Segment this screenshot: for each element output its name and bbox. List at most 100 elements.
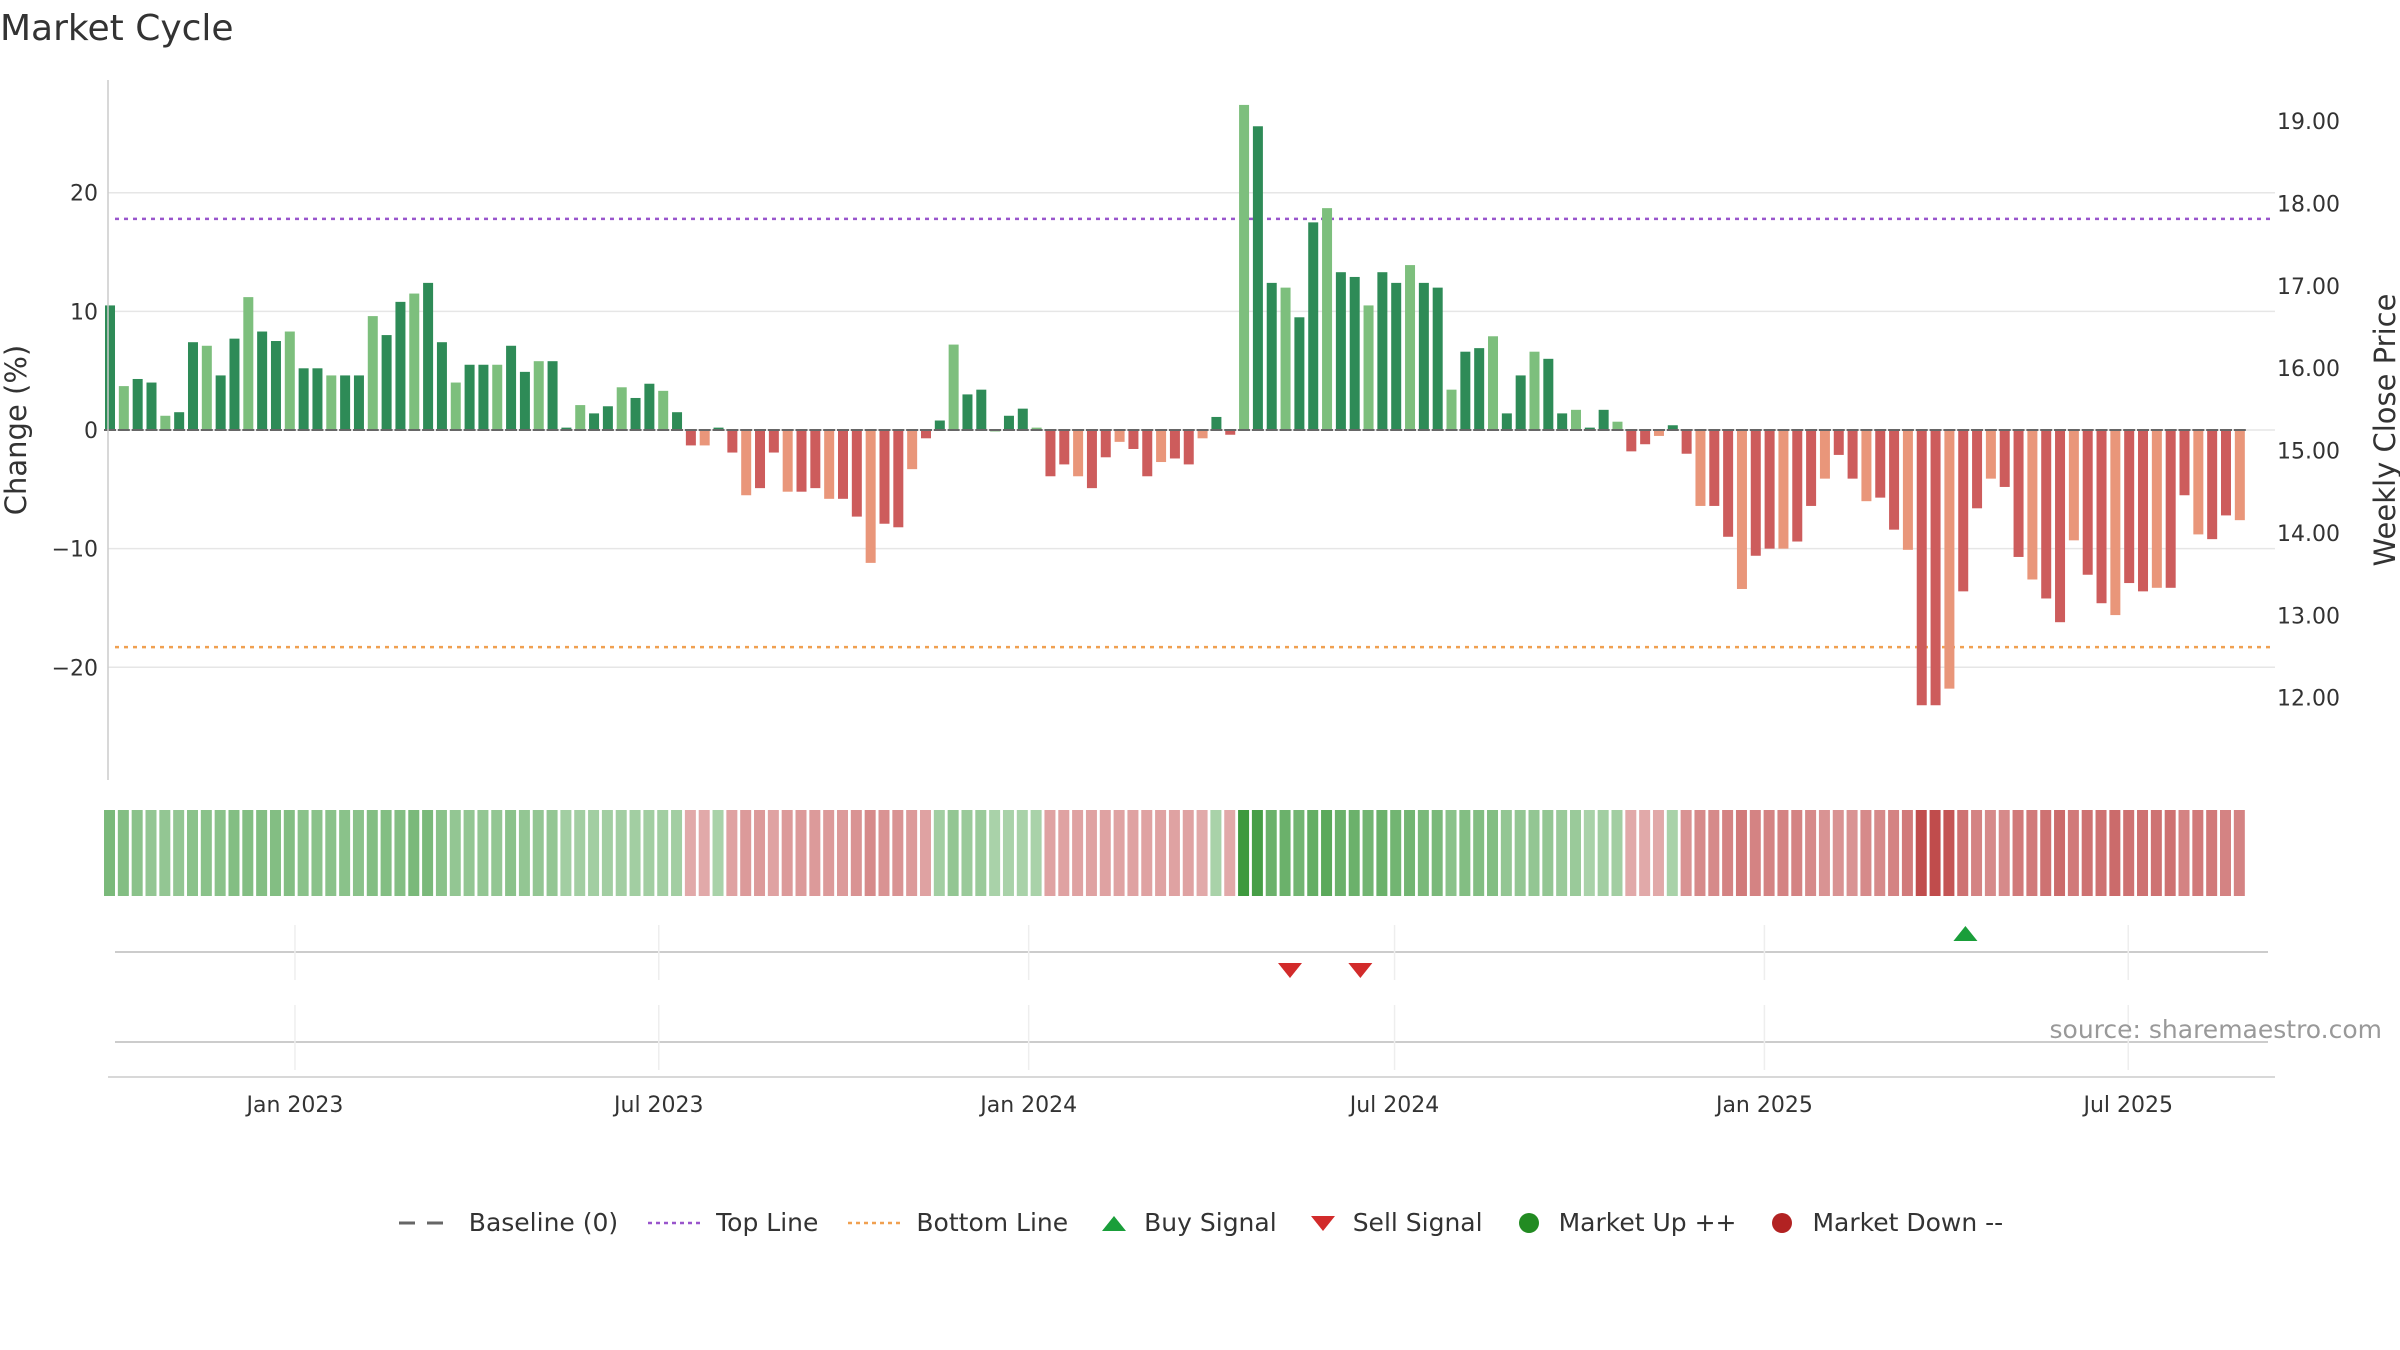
heat-cell bbox=[1611, 810, 1623, 896]
heat-cell bbox=[1583, 810, 1595, 896]
heat-cell bbox=[1127, 810, 1139, 896]
legend-label: Market Up ++ bbox=[1558, 1208, 1737, 1237]
heat-cell bbox=[1597, 810, 1609, 896]
legend-item-top[interactable]: Top Line bbox=[646, 1208, 818, 1237]
bar bbox=[257, 331, 268, 430]
bar bbox=[1100, 430, 1111, 458]
heat-cell bbox=[104, 810, 116, 896]
bar bbox=[1778, 430, 1789, 549]
heat-cell bbox=[781, 810, 793, 896]
heat-cell bbox=[117, 810, 129, 896]
bar bbox=[478, 364, 489, 430]
bar bbox=[1114, 430, 1125, 442]
heat-cell bbox=[809, 810, 821, 896]
bar bbox=[589, 413, 600, 430]
bar bbox=[533, 361, 544, 430]
bar bbox=[2041, 430, 2052, 599]
heat-cell bbox=[1072, 810, 1084, 896]
bar bbox=[644, 383, 655, 430]
x-tick-label: Jan 2024 bbox=[978, 1093, 1077, 1118]
bar bbox=[1280, 287, 1291, 430]
bar bbox=[1405, 265, 1416, 430]
dotted-line-icon bbox=[646, 1213, 716, 1233]
heat-cell bbox=[186, 810, 198, 896]
sell-signal-marker bbox=[1278, 963, 1302, 978]
heat-cell bbox=[449, 810, 461, 896]
x-tick-label: Jan 2023 bbox=[244, 1093, 343, 1118]
axes-layer: 20 10 0 −10 −20 19.00 18.00 17.00 16.00 15.00 14.0… bbox=[0, 80, 2400, 1118]
heat-cell bbox=[1404, 810, 1416, 896]
bar bbox=[1847, 430, 1858, 479]
bar bbox=[1432, 287, 1443, 430]
heat-cell bbox=[283, 810, 295, 896]
bar bbox=[1640, 430, 1651, 445]
bar bbox=[2068, 430, 2079, 541]
bar bbox=[948, 344, 959, 430]
bar bbox=[851, 430, 862, 517]
heat-cell bbox=[1224, 810, 1236, 896]
bar bbox=[934, 420, 945, 430]
heat-cell bbox=[491, 810, 503, 896]
heat-cell bbox=[629, 810, 641, 896]
heat-cell bbox=[1514, 810, 1526, 896]
bar bbox=[879, 430, 890, 524]
heat-cell bbox=[2137, 810, 2149, 896]
heat-cell bbox=[1099, 810, 1111, 896]
bar bbox=[1861, 430, 1872, 502]
bar bbox=[561, 427, 572, 430]
bar bbox=[1017, 408, 1028, 430]
heat-cell bbox=[352, 810, 364, 896]
heat-cell bbox=[1376, 810, 1388, 896]
bar bbox=[105, 305, 116, 430]
heat-cell bbox=[2109, 810, 2121, 896]
heat-cell bbox=[1362, 810, 1374, 896]
bar bbox=[1142, 430, 1153, 477]
bar bbox=[2207, 430, 2218, 540]
legend: Baseline (0) Top Line Bottom Line Buy Signa… bbox=[0, 1208, 2400, 1237]
heat-cell bbox=[214, 810, 226, 896]
heat-cell bbox=[1860, 810, 1872, 896]
bar bbox=[1335, 272, 1346, 430]
legend-item-mdown[interactable]: Market Down -- bbox=[1764, 1208, 2003, 1237]
heat-cell bbox=[1210, 810, 1222, 896]
bar bbox=[326, 375, 337, 430]
heat-cell bbox=[1279, 810, 1291, 896]
bar bbox=[1972, 430, 1983, 509]
bar bbox=[1916, 430, 1927, 706]
bar bbox=[436, 342, 447, 430]
heat-cell bbox=[1915, 810, 1927, 896]
bar bbox=[1543, 358, 1554, 430]
bar bbox=[1681, 430, 1692, 454]
legend-item-buy[interactable]: Buy Signal bbox=[1096, 1208, 1277, 1237]
bar bbox=[2179, 430, 2190, 496]
legend-item-baseline[interactable]: Baseline (0) bbox=[397, 1208, 618, 1237]
bar bbox=[132, 378, 143, 430]
heat-cell bbox=[1763, 810, 1775, 896]
heat-cell bbox=[269, 810, 281, 896]
bar bbox=[2165, 430, 2176, 588]
heat-cell bbox=[173, 810, 185, 896]
legend-item-sell[interactable]: Sell Signal bbox=[1305, 1208, 1483, 1237]
dotted-line-icon bbox=[846, 1213, 916, 1233]
bar bbox=[174, 412, 185, 430]
bar bbox=[2027, 430, 2038, 580]
bar bbox=[1391, 282, 1402, 430]
heat-cell bbox=[1473, 810, 1485, 896]
heat-cell bbox=[1639, 810, 1651, 896]
legend-item-mup[interactable]: Market Up ++ bbox=[1511, 1208, 1737, 1237]
heat-cell bbox=[477, 810, 489, 896]
heat-cell bbox=[366, 810, 378, 896]
heat-cell bbox=[961, 810, 973, 896]
bar bbox=[1626, 430, 1637, 452]
heat-cell bbox=[1487, 810, 1499, 896]
bar bbox=[2221, 430, 2232, 516]
bar bbox=[1833, 430, 1844, 455]
bar bbox=[1930, 430, 1941, 706]
bar bbox=[865, 430, 876, 563]
bar bbox=[1183, 430, 1194, 465]
heat-cell bbox=[906, 810, 918, 896]
legend-item-bottom[interactable]: Bottom Line bbox=[846, 1208, 1068, 1237]
heat-cell bbox=[1182, 810, 1194, 896]
heat-cell bbox=[380, 810, 392, 896]
heat-cell bbox=[2054, 810, 2066, 896]
